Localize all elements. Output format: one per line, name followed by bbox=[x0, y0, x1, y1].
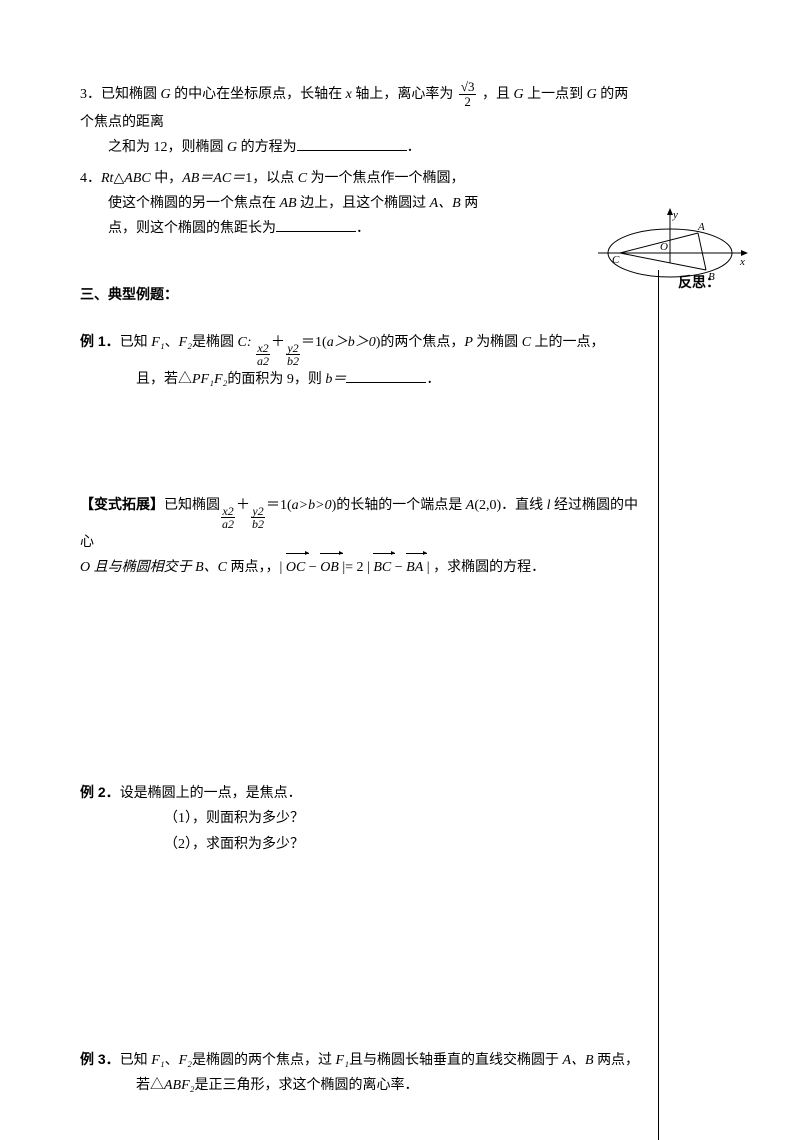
fraction-x2-a2: x2a2 bbox=[256, 342, 270, 367]
q4-number: 4． bbox=[80, 171, 101, 186]
vector-ob: OB bbox=[320, 555, 339, 580]
point-a-label: A bbox=[697, 221, 705, 233]
ex3-line2: 若△ABF₂是正三角形，求这个椭圆的离心率． bbox=[80, 1073, 640, 1098]
example-2: 例 2．设是椭圆上的一点，是焦点． （1），则面积为多少？ （2），求面积为多少… bbox=[80, 780, 640, 857]
ex3-line1: 例 3．已知 F₁、F₂是椭圆的两个焦点，过 F₁且与椭圆长轴垂直的直线交椭圆于… bbox=[80, 1047, 640, 1073]
ex2-line2: （1），则面积为多少？ bbox=[80, 806, 640, 831]
vertical-divider bbox=[658, 270, 659, 1140]
ex1-line1: 例 1．已知 F₁、F₂是椭圆 C: x2a2＋y2b2＝1(a＞b＞0)的两个… bbox=[80, 329, 640, 367]
variant-line1: 【变式拓展】已知椭圆x2a2＋y2b2＝1(a>b>0)的长轴的一个端点是 A(… bbox=[80, 492, 640, 555]
q4-line3: 点，则这个椭圆的焦距长为． bbox=[80, 216, 640, 241]
axis-label-y: y bbox=[672, 209, 678, 221]
vector-ba: BA bbox=[406, 555, 423, 580]
question-3: 3．已知椭圆 G 的中心在坐标原点，长轴在 x 轴上，离心率为 √32 ，且 G… bbox=[80, 80, 640, 160]
q4-line2: 使这个椭圆的另一个焦点在 AB 边上，且这个椭圆过 A、B 两 bbox=[80, 191, 640, 216]
question-4: 4．Rt△ABC 中，AB＝AC＝1，以点 C 为一个焦点作一个椭圆， 使这个椭… bbox=[80, 166, 640, 242]
variant-tag: 【变式拓展】 bbox=[80, 496, 164, 512]
q3-line2: 之和为 12，则椭圆 G 的方程为． bbox=[80, 135, 640, 160]
ex1-label: 例 1． bbox=[80, 333, 120, 349]
vector-bc: BC bbox=[373, 555, 391, 580]
ex1-line2: 且，若△PF₁F₂的面积为 9，则 b＝． bbox=[80, 367, 640, 392]
q3-number: 3． bbox=[80, 87, 101, 102]
example-1: 例 1．已知 F₁、F₂是椭圆 C: x2a2＋y2b2＝1(a＞b＞0)的两个… bbox=[80, 329, 640, 392]
vector-oc: OC bbox=[286, 555, 305, 580]
origin-label: O bbox=[660, 241, 668, 253]
ex3-label: 例 3． bbox=[80, 1051, 120, 1067]
blank-fill bbox=[276, 218, 356, 232]
ellipse-diagram-icon: y x O A B C bbox=[590, 208, 750, 303]
q3-line1: 3．已知椭圆 G 的中心在坐标原点，长轴在 x 轴上，离心率为 √32 ，且 G… bbox=[80, 80, 640, 135]
ex2-label: 例 2． bbox=[80, 784, 120, 800]
ex2-line3: （2），求面积为多少？ bbox=[80, 832, 640, 857]
q4-line1: 4．Rt△ABC 中，AB＝AC＝1，以点 C 为一个焦点作一个椭圆， bbox=[80, 166, 640, 191]
blank-fill bbox=[297, 137, 407, 151]
blank-fill bbox=[346, 369, 426, 383]
fraction-sqrt3-over-2: √32 bbox=[459, 80, 477, 110]
point-c-label: C bbox=[612, 254, 620, 266]
fraction-y2-b2: y2b2 bbox=[286, 342, 300, 367]
variant-extension: 【变式拓展】已知椭圆x2a2＋y2b2＝1(a>b>0)的长轴的一个端点是 A(… bbox=[80, 492, 640, 580]
axis-label-x: x bbox=[739, 256, 745, 268]
fraction-y2-b2: y2b2 bbox=[251, 505, 265, 530]
section-heading-3: 三、典型例题： bbox=[80, 282, 640, 307]
reflection-heading: 反思： bbox=[678, 270, 720, 295]
ex2-line1: 例 2．设是椭圆上的一点，是焦点． bbox=[80, 780, 640, 806]
example-3: 例 3．已知 F₁、F₂是椭圆的两个焦点，过 F₁且与椭圆长轴垂直的直线交椭圆于… bbox=[80, 1047, 640, 1098]
variant-line2: O 且与椭圆相交于 B、C 两点，，| OC − OB |= 2 | BC − … bbox=[80, 555, 640, 580]
fraction-x2-a2: x2a2 bbox=[221, 505, 235, 530]
